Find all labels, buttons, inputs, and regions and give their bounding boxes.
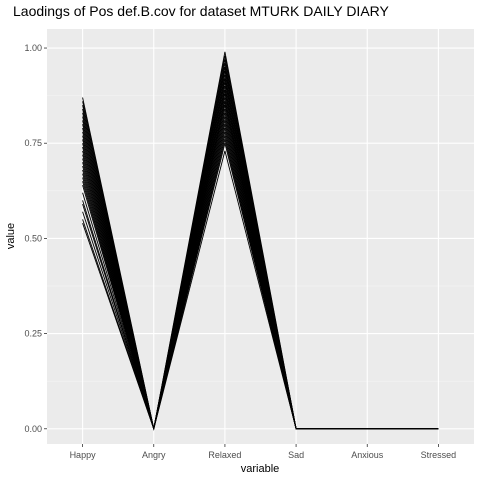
y-axis: 0.00 0.25 0.50 0.75 1.00 [24,43,47,434]
y-tick-label: 0.75 [24,138,42,148]
y-tick-label: 0.50 [24,233,42,243]
x-tick-label: Relaxed [208,450,241,460]
y-tick-label: 0.00 [24,424,42,434]
x-tick-label: Anxious [351,450,384,460]
chart-title: Laodings of Pos def.B.cov for dataset MT… [13,3,390,19]
x-tick-label: Stressed [421,450,457,460]
x-tick-label: Sad [288,450,304,460]
y-tick-label: 1.00 [24,43,42,53]
x-axis: Happy Angry Relaxed Sad Anxious Stressed [70,444,457,460]
x-tick-label: Happy [70,450,97,460]
x-tick-label: Angry [142,450,166,460]
x-axis-title: variable [241,463,280,475]
y-tick-label: 0.25 [24,329,42,339]
y-axis-title: value [5,223,17,249]
